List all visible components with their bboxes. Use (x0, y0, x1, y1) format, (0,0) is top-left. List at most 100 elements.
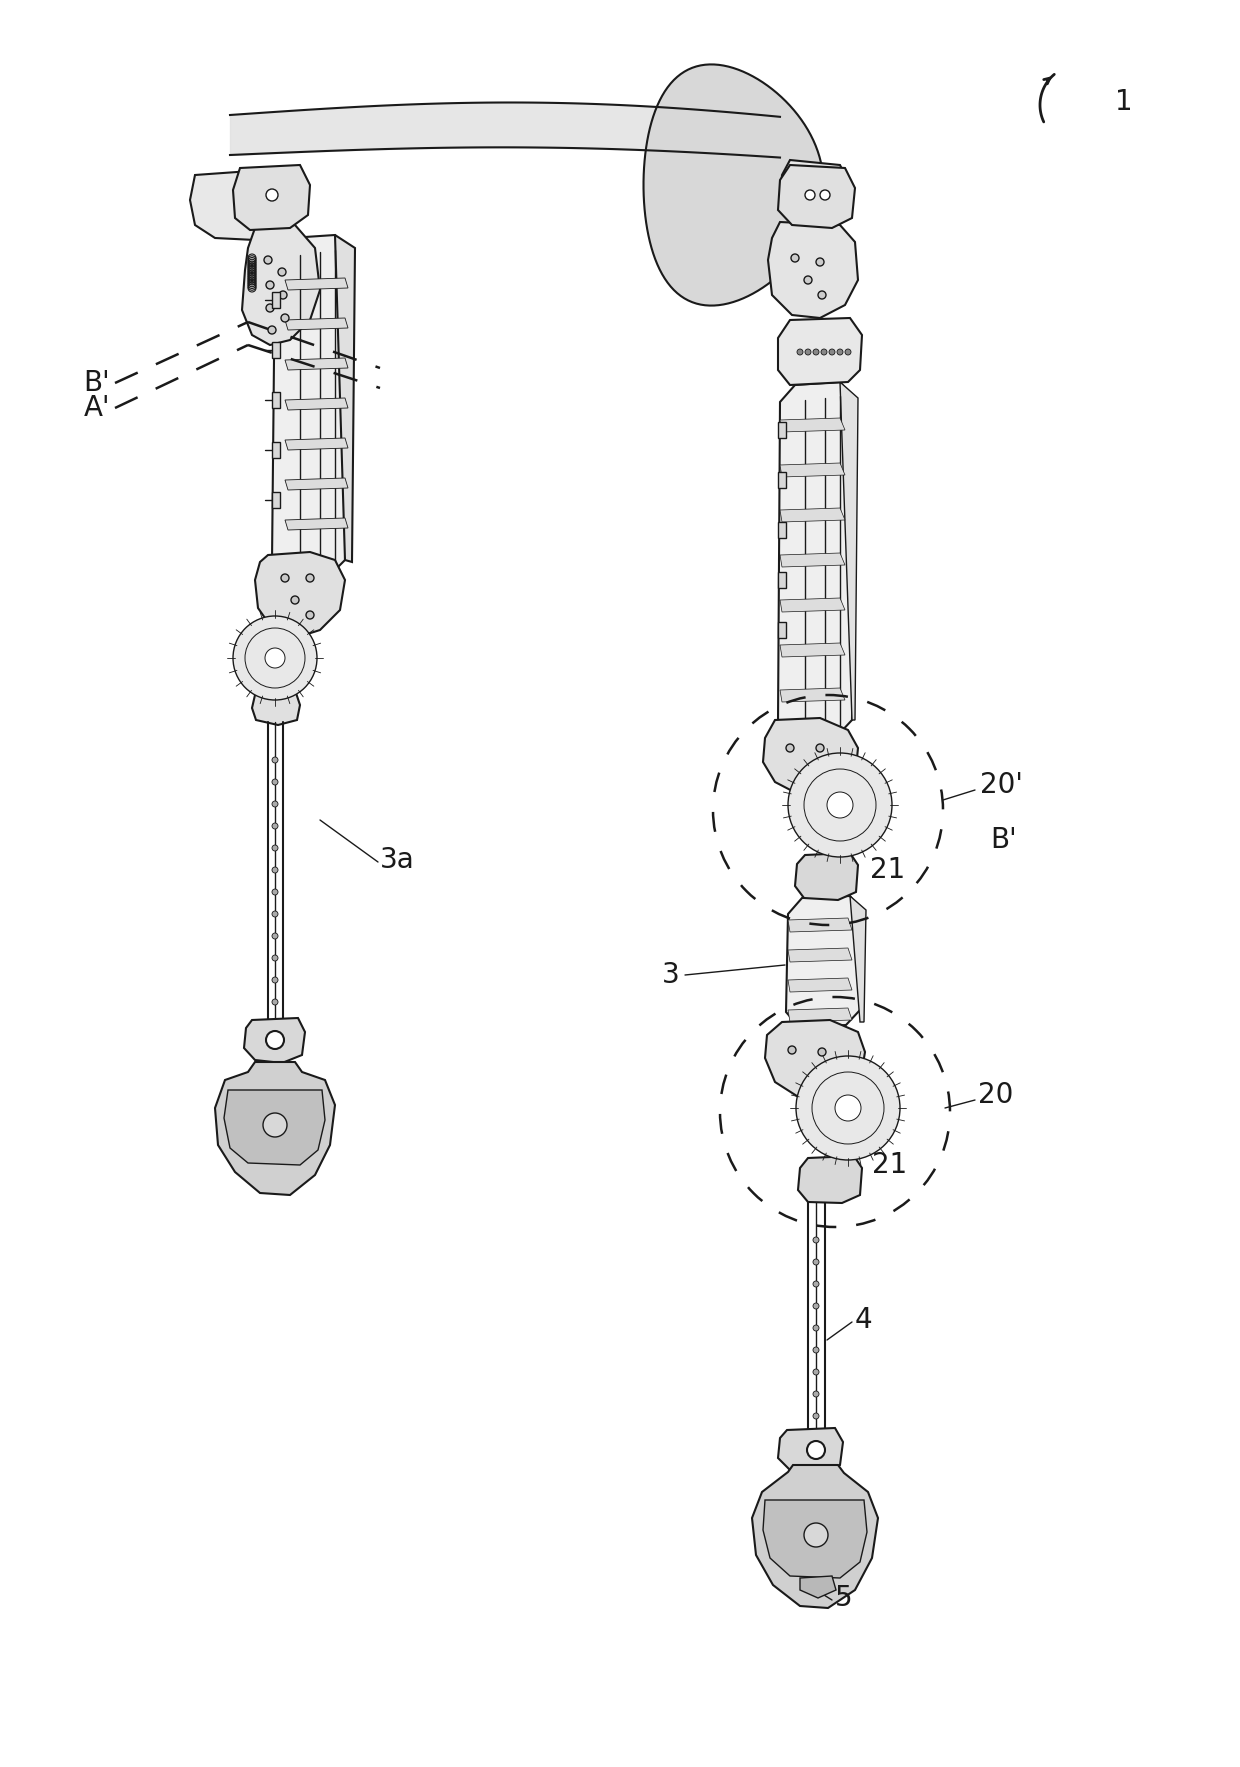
Circle shape (813, 1237, 818, 1242)
Circle shape (268, 325, 277, 334)
Polygon shape (777, 472, 786, 488)
Circle shape (816, 744, 825, 753)
Circle shape (267, 189, 278, 201)
Polygon shape (780, 687, 844, 701)
Polygon shape (768, 223, 858, 318)
Text: 1: 1 (1115, 88, 1132, 117)
Polygon shape (777, 622, 786, 638)
Polygon shape (777, 318, 862, 385)
Circle shape (264, 256, 272, 263)
Polygon shape (285, 438, 348, 451)
Polygon shape (255, 551, 345, 638)
Polygon shape (190, 170, 280, 240)
Polygon shape (252, 693, 300, 724)
Polygon shape (763, 1500, 867, 1578)
Circle shape (818, 292, 826, 299)
Circle shape (263, 1113, 286, 1136)
Circle shape (278, 269, 286, 276)
Polygon shape (780, 507, 844, 521)
Circle shape (787, 753, 892, 857)
Polygon shape (285, 318, 348, 330)
Text: 20: 20 (978, 1081, 1013, 1110)
Circle shape (804, 769, 875, 841)
Circle shape (246, 627, 305, 687)
Text: 4: 4 (856, 1306, 873, 1334)
Circle shape (807, 1442, 825, 1460)
Polygon shape (285, 479, 348, 489)
Polygon shape (215, 1062, 335, 1194)
Circle shape (830, 350, 835, 355)
Polygon shape (839, 382, 858, 719)
Polygon shape (780, 419, 844, 431)
Circle shape (813, 1302, 818, 1309)
Circle shape (272, 779, 278, 785)
Polygon shape (285, 398, 348, 410)
Circle shape (265, 648, 285, 668)
Text: 21: 21 (870, 855, 905, 884)
Circle shape (813, 1325, 818, 1331)
Circle shape (812, 1073, 884, 1143)
Polygon shape (787, 977, 852, 991)
Polygon shape (644, 64, 823, 306)
Circle shape (233, 617, 317, 700)
Polygon shape (751, 1465, 878, 1608)
Polygon shape (799, 1156, 862, 1203)
Circle shape (816, 258, 825, 267)
Circle shape (837, 350, 843, 355)
Polygon shape (795, 853, 858, 899)
Polygon shape (765, 1020, 866, 1097)
Circle shape (272, 954, 278, 961)
Circle shape (827, 792, 853, 818)
Circle shape (791, 254, 799, 262)
Polygon shape (285, 359, 348, 369)
Text: B': B' (83, 369, 110, 398)
Circle shape (272, 889, 278, 896)
Circle shape (291, 595, 299, 604)
Polygon shape (786, 896, 862, 1028)
Polygon shape (272, 235, 348, 578)
Text: 20': 20' (980, 770, 1023, 799)
Polygon shape (272, 491, 280, 507)
Circle shape (267, 1030, 284, 1050)
Circle shape (821, 350, 827, 355)
Polygon shape (780, 597, 844, 611)
Text: A': A' (83, 394, 110, 422)
Polygon shape (800, 1576, 836, 1597)
Circle shape (272, 823, 278, 829)
Polygon shape (849, 896, 866, 1021)
Polygon shape (242, 224, 320, 345)
Polygon shape (777, 164, 856, 228)
Circle shape (805, 350, 811, 355)
Circle shape (813, 1281, 818, 1286)
Circle shape (786, 744, 794, 753)
Polygon shape (233, 164, 310, 230)
Polygon shape (777, 382, 856, 739)
Text: 21: 21 (872, 1150, 908, 1179)
Circle shape (279, 292, 286, 299)
Circle shape (306, 611, 314, 618)
Polygon shape (285, 277, 348, 290)
Circle shape (813, 1391, 818, 1398)
Polygon shape (272, 292, 280, 307)
Circle shape (272, 800, 278, 808)
Circle shape (306, 574, 314, 581)
Circle shape (835, 1096, 861, 1120)
Circle shape (828, 1067, 836, 1076)
Circle shape (813, 1414, 818, 1419)
Circle shape (820, 191, 830, 200)
Circle shape (272, 977, 278, 982)
Circle shape (818, 1048, 826, 1057)
Polygon shape (272, 343, 280, 359)
Circle shape (797, 350, 804, 355)
Polygon shape (763, 717, 858, 795)
Polygon shape (777, 1428, 843, 1472)
Polygon shape (244, 1018, 305, 1064)
Polygon shape (780, 643, 844, 657)
Circle shape (804, 276, 812, 284)
Circle shape (272, 845, 278, 852)
Polygon shape (787, 919, 852, 931)
Circle shape (826, 763, 835, 772)
Polygon shape (272, 392, 280, 408)
Circle shape (813, 1260, 818, 1265)
Polygon shape (787, 1007, 852, 1021)
